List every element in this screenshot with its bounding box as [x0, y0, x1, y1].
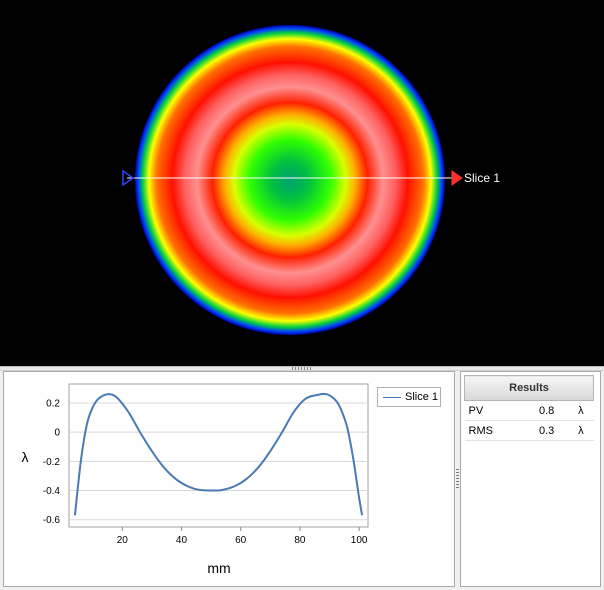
x-tick-label: 100: [351, 535, 368, 546]
wavefront-map-canvas: Slice 1: [122, 25, 500, 335]
slice-plot-panel: 0.2 0 -0.2 -0.4 -0.6 20 40 60 80 100 mm λ Slice …: [3, 371, 455, 587]
y-axis-title: λ: [22, 449, 29, 465]
x-tick-label: 80: [294, 535, 306, 546]
slice-start-handle[interactable]: [122, 169, 135, 187]
x-tick-label: 60: [235, 535, 247, 546]
x-axis-title: mm: [207, 560, 230, 576]
result-unit: λ: [568, 400, 594, 421]
horizontal-splitter[interactable]: [0, 366, 604, 371]
y-tick-label: 0: [54, 428, 60, 439]
results-panel: Results PV 0.8 λ RMS 0.3 λ: [460, 371, 601, 587]
y-tick-label: -0.6: [43, 515, 61, 526]
legend-label: Slice 1: [405, 391, 439, 403]
x-tick-label: 20: [117, 535, 129, 546]
result-value: 0.3: [524, 420, 569, 441]
result-value: 0.8: [524, 400, 569, 421]
table-row[interactable]: PV 0.8 λ: [464, 400, 594, 421]
plot-area: [68, 383, 369, 528]
results-table: Results PV 0.8 λ RMS 0.3 λ: [464, 375, 594, 441]
table-row[interactable]: RMS 0.3 λ: [464, 420, 594, 441]
y-tick-label: -0.4: [43, 486, 61, 497]
legend-swatch: [383, 397, 401, 398]
result-label: RMS: [464, 420, 525, 441]
splitter-grip-icon: [456, 469, 459, 489]
vertical-splitter[interactable]: [455, 371, 460, 587]
y-tick-label: -0.2: [43, 457, 61, 468]
series-line-slice-1: [73, 392, 364, 516]
result-label: PV: [464, 400, 525, 421]
slice-end-handle[interactable]: [451, 170, 463, 186]
chart-legend: Slice 1: [377, 387, 441, 407]
wavefront-disk: [135, 25, 445, 335]
y-tick-label: 0.2: [46, 398, 60, 409]
x-tick-label: 40: [176, 535, 188, 546]
result-unit: λ: [568, 420, 594, 441]
splitter-grip-icon: [292, 367, 312, 370]
wavefront-map-view[interactable]: Slice 1: [0, 0, 604, 366]
results-header: Results: [464, 375, 594, 401]
slice-label: Slice 1: [464, 171, 500, 185]
slice-profile-chart: 0.2 0 -0.2 -0.4 -0.6 20 40 60 80 100 mm λ: [22, 383, 369, 576]
